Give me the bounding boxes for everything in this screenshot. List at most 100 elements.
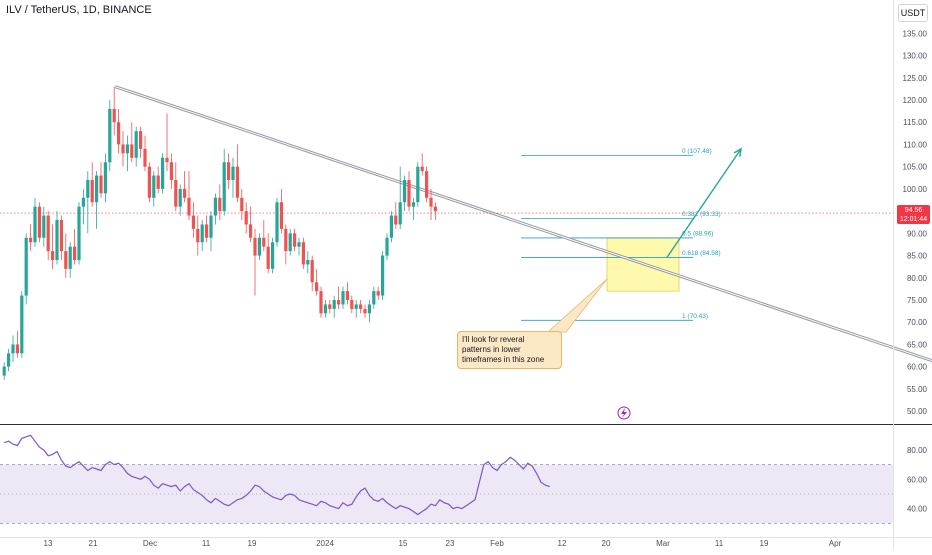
candle-body xyxy=(332,300,336,309)
candle xyxy=(7,348,11,372)
x-tick-label: 11 xyxy=(715,539,724,548)
candle xyxy=(341,286,345,309)
candle-body xyxy=(429,197,433,207)
candle-body xyxy=(15,344,19,354)
candle-body xyxy=(165,157,169,163)
candle xyxy=(29,224,33,252)
candle xyxy=(359,300,363,314)
candle xyxy=(416,162,420,207)
candle xyxy=(244,202,248,234)
candle xyxy=(257,233,261,260)
candle xyxy=(161,153,165,194)
candle xyxy=(407,171,411,212)
candle-body xyxy=(152,175,156,198)
candle xyxy=(420,153,424,176)
candle xyxy=(350,295,354,314)
annotation-callout[interactable]: I'll look for reveral patterns in lower … xyxy=(457,331,562,369)
candle xyxy=(293,228,297,252)
projection-arrow xyxy=(666,147,742,258)
candle-body xyxy=(297,242,301,247)
candle-body xyxy=(108,108,112,163)
candle-body xyxy=(266,246,270,269)
y-tick-label: 55.00 xyxy=(907,385,928,394)
y-tick-label: 75.00 xyxy=(907,296,928,305)
candle-body xyxy=(95,175,99,203)
candlestick-series xyxy=(2,86,437,380)
candle-body xyxy=(231,166,235,180)
candle-body xyxy=(46,215,50,252)
candle xyxy=(143,135,147,172)
candle xyxy=(411,197,415,220)
candle-body xyxy=(350,300,354,309)
candle-body xyxy=(130,144,134,158)
candle xyxy=(227,153,231,189)
candle xyxy=(275,197,279,247)
candle xyxy=(33,197,37,247)
candle-body xyxy=(235,166,239,198)
candle-body xyxy=(275,202,279,243)
candle-body xyxy=(51,251,55,260)
candle-body xyxy=(227,162,231,180)
candle-body xyxy=(37,206,41,238)
candle-body xyxy=(161,157,165,189)
candle xyxy=(24,233,28,305)
candle-body xyxy=(345,291,349,300)
candle xyxy=(433,202,437,220)
x-tick-label: 19 xyxy=(760,539,769,548)
x-tick-label: 13 xyxy=(44,539,53,548)
candle-body xyxy=(416,166,420,203)
arrow-shaft xyxy=(666,148,742,258)
candle xyxy=(174,162,178,212)
candle xyxy=(68,242,72,278)
candle-body xyxy=(99,175,103,194)
candle xyxy=(178,184,182,216)
candle xyxy=(55,211,59,265)
candle xyxy=(20,291,24,358)
candle xyxy=(284,224,288,265)
candle-body xyxy=(398,202,402,225)
candle xyxy=(90,162,94,207)
candle xyxy=(139,126,143,158)
candle-body xyxy=(200,224,204,243)
candle xyxy=(310,255,314,292)
candle-body xyxy=(196,228,200,243)
candle xyxy=(59,215,63,260)
rsi-tick-label: 60.00 xyxy=(907,475,928,484)
candle-body xyxy=(293,233,297,247)
candle xyxy=(11,335,15,363)
candle xyxy=(134,126,138,167)
rsi-tick-label: 80.00 xyxy=(907,446,928,455)
candle xyxy=(306,251,310,274)
candle-body xyxy=(90,180,94,203)
candle xyxy=(213,193,217,225)
candle-body xyxy=(425,171,429,198)
candle xyxy=(429,188,433,220)
y-tick-label: 60.00 xyxy=(907,363,928,372)
candle-body xyxy=(376,291,380,296)
candle-body xyxy=(169,162,173,180)
candle-body xyxy=(385,237,389,256)
fib-level-label: 0.618 (84.58) xyxy=(682,250,721,257)
x-tick-label: 11 xyxy=(202,539,211,548)
x-tick-label: 2024 xyxy=(316,539,334,548)
y-tick-label: 125.00 xyxy=(903,74,928,83)
currency-button[interactable]: USDT xyxy=(898,4,928,22)
candle-body xyxy=(310,260,314,283)
candle xyxy=(169,153,173,189)
candle xyxy=(205,215,209,243)
candle-body xyxy=(407,180,411,207)
y-tick-label: 85.00 xyxy=(907,252,928,261)
candle-body xyxy=(394,215,398,225)
y-tick-label: 70.00 xyxy=(907,318,928,327)
fib-level-label: 0.5 (88.96) xyxy=(682,230,713,237)
x-tick-label: Feb xyxy=(490,539,504,548)
candle xyxy=(315,268,319,296)
candle-body xyxy=(284,228,288,252)
candle-body xyxy=(271,242,275,269)
candle-body xyxy=(249,224,253,238)
candle-body xyxy=(139,131,143,149)
candle xyxy=(297,237,301,256)
